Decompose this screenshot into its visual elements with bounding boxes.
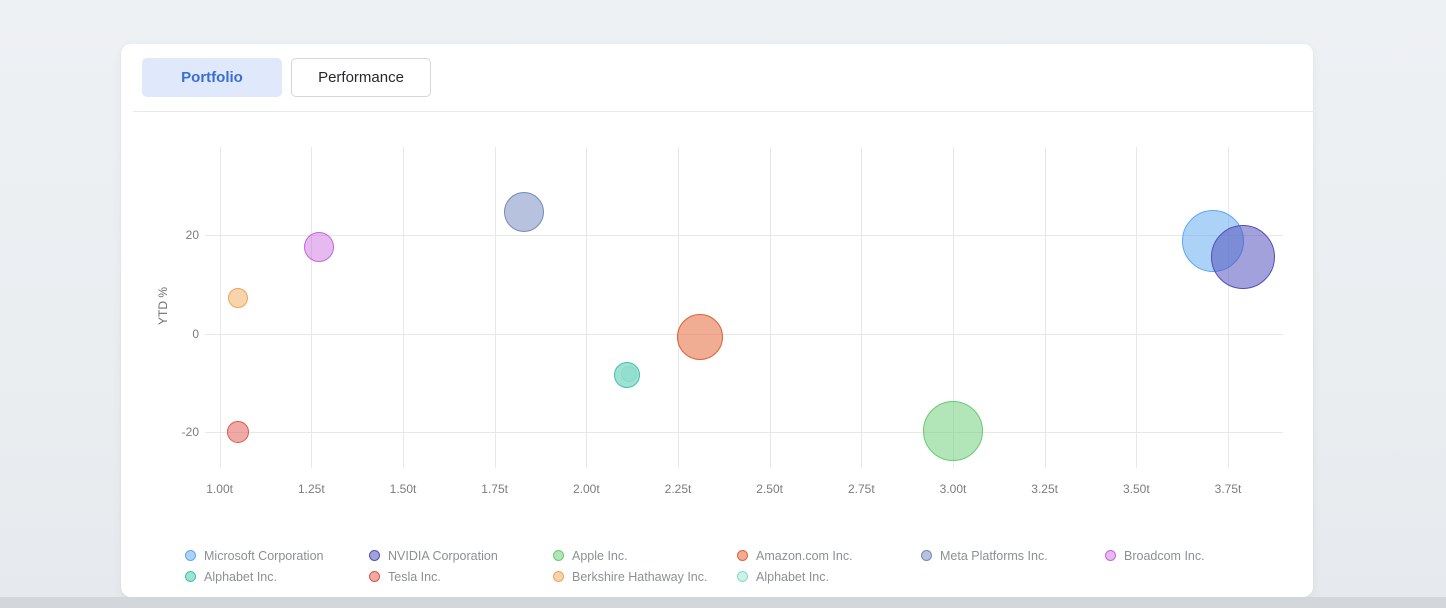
x-gridline — [494, 147, 496, 468]
x-tick-label: 1.00t — [206, 482, 233, 496]
x-tick-label: 2.75t — [847, 482, 875, 496]
legend-label: Alphabet Inc. — [756, 569, 829, 584]
plot-area: 1.00t 1.25t 1.50t 1.75t 2.00t 2.25t 2.50t 2.75t… — [182, 147, 1283, 496]
y-gridline — [205, 333, 1283, 335]
legend-item[interactable]: Alphabet Inc. — [185, 568, 369, 585]
x-tick-label: 1.75t — [481, 482, 508, 496]
legend-dot-icon — [185, 550, 196, 561]
bubble-point[interactable] — [228, 287, 248, 308]
legend-item[interactable]: Alphabet Inc. — [737, 568, 921, 585]
legend-label: Broadcom Inc. — [1124, 548, 1205, 563]
bubble-point[interactable] — [303, 231, 334, 262]
legend-label: Meta Platforms Inc. — [940, 548, 1048, 563]
legend-dot-icon — [737, 550, 748, 561]
legend-item[interactable]: Meta Platforms Inc. — [921, 547, 1105, 564]
x-tick-label: 3.00t — [939, 482, 967, 496]
bubble-point[interactable] — [677, 314, 723, 361]
x-tick-label: 1.25t — [297, 482, 325, 496]
legend-dot-icon — [921, 550, 932, 561]
x-gridline — [1044, 147, 1046, 468]
x-gridline — [1136, 147, 1138, 468]
x-gridline — [861, 147, 863, 468]
legend-item[interactable]: Broadcom Inc. — [1105, 547, 1289, 564]
bubble-point[interactable] — [504, 192, 544, 233]
legend-dot-icon — [369, 550, 380, 561]
y-gridline — [205, 432, 1283, 434]
x-tick-label: 1.50t — [389, 482, 417, 496]
legend-dot-icon — [369, 571, 380, 582]
legend-item[interactable]: Berkshire Hathaway Inc. — [553, 568, 737, 585]
legend-dot-icon — [737, 571, 748, 582]
legend-dot-icon — [1105, 550, 1116, 561]
legend-label: Amazon.com Inc. — [756, 548, 853, 563]
legend-item[interactable]: Microsoft Corporation — [185, 547, 369, 564]
x-gridline — [953, 147, 954, 468]
header-divider — [133, 111, 1313, 112]
x-gridline — [586, 147, 588, 468]
x-tick-label: 2.00t — [572, 482, 600, 496]
y-tick-label: 20 — [185, 228, 199, 243]
y-tick-label: 0 — [192, 326, 199, 341]
bubble-point[interactable] — [1210, 224, 1275, 289]
x-tick-label: 2.25t — [664, 482, 692, 496]
tab-portfolio[interactable]: Portfolio — [142, 58, 282, 97]
bubble-point[interactable] — [620, 365, 637, 382]
legend-label: NVIDIA Corporation — [388, 548, 498, 563]
legend-label: Alphabet Inc. — [204, 569, 277, 584]
legend-item[interactable]: Apple Inc. — [553, 547, 737, 564]
legend-item[interactable]: NVIDIA Corporation — [369, 547, 553, 564]
legend-item[interactable]: Tesla Inc. — [369, 568, 553, 585]
x-gridline — [311, 147, 313, 468]
bottom-bar — [0, 597, 1446, 608]
chart-legend: Microsoft Corporation NVIDIA Corporation A… — [185, 547, 1289, 585]
x-tick-label: 3.75t — [1214, 482, 1242, 496]
x-tick-label: 3.25t — [1031, 482, 1058, 496]
x-gridline — [219, 147, 221, 468]
bubble-point[interactable] — [227, 421, 249, 444]
portfolio-card: Portfolio Performance 1.00t 1.25t 1.50t 1.7… — [121, 44, 1313, 597]
tab-performance[interactable]: Performance — [291, 58, 431, 97]
y-axis-title: YTD % — [156, 286, 170, 326]
legend-item[interactable]: Amazon.com Inc. — [737, 547, 921, 564]
x-gridline — [769, 147, 771, 468]
x-gridline — [403, 147, 404, 468]
legend-label: Tesla Inc. — [388, 569, 441, 584]
y-tick-label: -20 — [181, 425, 199, 440]
legend-label: Apple Inc. — [572, 548, 628, 563]
x-gridline — [1228, 147, 1229, 468]
y-gridline — [205, 235, 1283, 237]
legend-dot-icon — [553, 571, 564, 582]
x-tick-label: 3.50t — [1122, 482, 1150, 496]
x-tick-label: 2.50t — [756, 482, 783, 496]
legend-dot-icon — [553, 550, 564, 561]
legend-label: Microsoft Corporation — [204, 548, 324, 563]
legend-dot-icon — [185, 571, 196, 582]
legend-label: Berkshire Hathaway Inc. — [572, 569, 708, 584]
bubble-point[interactable] — [923, 401, 983, 462]
x-gridline — [678, 147, 679, 468]
